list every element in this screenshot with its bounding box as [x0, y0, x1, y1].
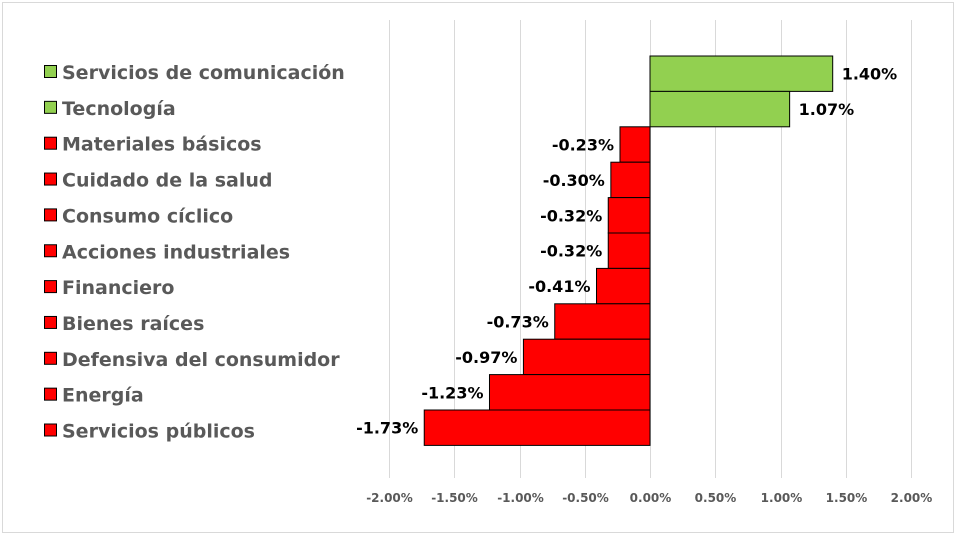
legend-label: Financiero: [62, 277, 174, 299]
bar: [619, 126, 651, 163]
legend-label: Defensiva del consumidor: [62, 349, 340, 371]
x-tick-label: 1.50%: [826, 491, 868, 505]
data-label: -0.23%: [552, 136, 614, 155]
x-tick-label: -1.00%: [497, 491, 544, 505]
legend-label: Cuidado de la salud: [62, 170, 273, 192]
data-label: 1.40%: [842, 65, 898, 84]
bar: [607, 232, 651, 269]
bar: [554, 303, 651, 340]
legend-swatch: [44, 100, 57, 114]
legend-swatch: [44, 351, 57, 365]
data-label: -0.97%: [455, 348, 517, 367]
x-tick-label: 1.00%: [761, 491, 803, 505]
bar: [522, 338, 651, 376]
data-label: -0.30%: [543, 171, 605, 190]
legend-swatch: [44, 423, 57, 437]
legend-label: Servicios de comunicación: [62, 62, 345, 84]
legend-swatch: [44, 387, 57, 401]
legend-swatch: [44, 244, 57, 258]
bar: [488, 374, 651, 411]
data-label: -0.32%: [540, 206, 602, 225]
data-label: -0.32%: [540, 242, 602, 261]
bar: [649, 55, 834, 92]
legend-swatch: [44, 208, 57, 222]
legend-swatch: [44, 172, 57, 186]
legend-swatch: [44, 136, 57, 150]
data-label: -0.73%: [487, 313, 549, 332]
x-tick-label: -2.00%: [366, 491, 413, 505]
legend-swatch: [44, 315, 57, 329]
legend-label: Consumo cíclico: [62, 205, 233, 227]
x-tick-label: 0.50%: [695, 491, 737, 505]
legend-swatch: [44, 280, 57, 294]
bar: [649, 90, 791, 128]
legend-label: Servicios públicos: [62, 421, 255, 443]
data-label: -0.41%: [528, 277, 590, 296]
x-tick-label: -0.50%: [562, 491, 609, 505]
legend-label: Materiales básicos: [62, 134, 262, 156]
x-tick-label: 2.00%: [891, 491, 933, 505]
x-tick-label: 0.00%: [630, 491, 672, 505]
legend-label: Acciones industriales: [62, 241, 290, 263]
data-label: -1.23%: [421, 383, 483, 402]
bar: [595, 267, 651, 305]
legend-label: Tecnología: [62, 98, 176, 120]
data-label: -1.73%: [356, 419, 418, 438]
bar: [423, 409, 651, 446]
legend-label: Energía: [62, 385, 144, 407]
legend-label: Bienes raíces: [62, 313, 204, 335]
bar: [610, 161, 651, 199]
data-label: 1.07%: [799, 100, 855, 119]
bar: [607, 197, 651, 234]
legend-swatch: [44, 65, 57, 78]
x-tick-label: -1.50%: [431, 491, 478, 505]
